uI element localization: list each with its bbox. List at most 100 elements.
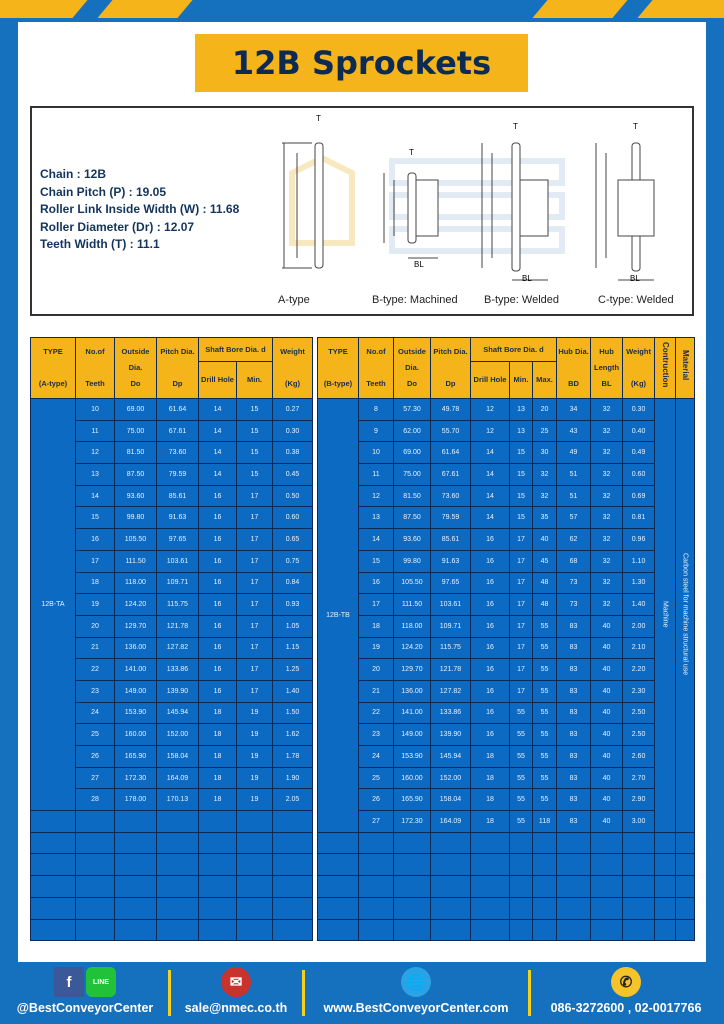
cell-pitch-dia: 145.94 — [430, 745, 471, 768]
table-row: 15 99.80 91.63 16 17 45 68 32 1.10 — [318, 549, 695, 573]
cell-teeth: 20 — [358, 658, 394, 681]
cell-min-bore: 55 — [509, 810, 533, 833]
empty-cell — [675, 853, 696, 877]
empty-cell — [156, 875, 199, 898]
table-row: 22 141.00 133.86 16 55 55 83 40 2.50 — [318, 701, 695, 725]
cell-hub-dia: 73 — [556, 593, 592, 616]
cell-max-bore: 55 — [531, 658, 558, 681]
cell-max-bore: 40 — [531, 528, 558, 551]
construction-cell: Machine — [654, 398, 677, 833]
footer-website[interactable]: 🌐 www.BestConveyorCenter.com — [310, 962, 522, 1015]
empty-cell — [30, 810, 76, 833]
cell-outside-dia: 118.00 — [114, 571, 157, 595]
cell-hub-length: 32 — [590, 593, 624, 616]
footer-email[interactable]: ✉ sale@nmec.co.th — [176, 962, 296, 1015]
facebook-icon[interactable]: f — [54, 967, 84, 997]
empty-cell — [556, 875, 592, 898]
empty-cell — [156, 853, 199, 877]
header-hub-length: Hub Length BL — [590, 337, 624, 399]
cell-hub-dia: 83 — [556, 614, 592, 638]
empty-cell — [358, 853, 394, 877]
empty-cell — [590, 875, 624, 898]
cell-hub-length: 32 — [590, 571, 624, 595]
empty-cell — [75, 853, 115, 877]
cell-weight: 1.78 — [272, 745, 313, 768]
cell-hub-dia: 83 — [556, 636, 592, 660]
empty-row — [317, 875, 696, 898]
cell-weight: 2.90 — [622, 788, 656, 812]
empty-cell — [470, 918, 510, 942]
empty-cell — [358, 896, 394, 920]
b-type-machined-drawing — [383, 172, 439, 259]
table-row: 23 149.00 139.90 16 55 55 83 40 2.50 — [318, 723, 695, 746]
cell-weight: 1.15 — [272, 636, 313, 660]
line-icon[interactable]: LINE — [86, 967, 116, 997]
empty-cell — [590, 831, 624, 855]
cell-hub-length: 32 — [590, 463, 624, 486]
empty-cell — [30, 853, 76, 877]
divider — [168, 970, 171, 1016]
cell-teeth: 24 — [358, 745, 394, 768]
cell-weight: 0.45 — [272, 463, 313, 486]
cell-teeth: 28 — [75, 788, 115, 812]
cell-weight: 0.30 — [272, 419, 313, 443]
empty-cell — [675, 918, 696, 942]
a-type-drawing — [282, 142, 324, 269]
cell-min-bore: 15 — [509, 463, 533, 486]
cell-teeth: 17 — [358, 593, 394, 616]
empty-cell — [114, 918, 157, 942]
social-handle[interactable]: @BestConveyorCenter — [16, 1001, 154, 1015]
empty-cell — [393, 918, 431, 942]
cell-outside-dia: 99.80 — [114, 506, 157, 530]
empty-cell — [30, 896, 76, 920]
cell-drill-hole: 16 — [470, 528, 510, 551]
cell-hub-length: 32 — [590, 419, 624, 443]
spec-roller-diameter: Roller Diameter (Dr) : 12.07 — [40, 219, 195, 234]
cell-teeth: 12 — [358, 484, 394, 508]
empty-cell — [470, 875, 510, 898]
cell-drill-hole: 18 — [198, 766, 237, 790]
cell-teeth: 21 — [358, 679, 394, 703]
cell-hub-dia: 34 — [556, 398, 592, 421]
cell-drill-hole: 18 — [470, 766, 510, 790]
cell-drill-hole: 16 — [470, 593, 510, 616]
cell-drill-hole: 16 — [470, 658, 510, 681]
cell-weight: 1.50 — [272, 701, 313, 725]
cell-drill-hole: 16 — [198, 528, 237, 551]
cell-hub-length: 40 — [590, 723, 624, 746]
empty-cell — [590, 918, 624, 942]
cell-teeth: 10 — [75, 398, 115, 421]
website-link[interactable]: www.BestConveyorCenter.com — [323, 1001, 509, 1015]
cell-min-bore: 19 — [236, 701, 273, 725]
cell-weight: 2.20 — [622, 658, 656, 681]
cell-hub-dia: 62 — [556, 528, 592, 551]
empty-cell — [75, 918, 115, 942]
cell-max-bore: 45 — [531, 549, 558, 573]
cell-weight: 0.40 — [622, 419, 656, 443]
cell-teeth: 26 — [358, 788, 394, 812]
phone-number[interactable]: 086-3272600 , 02-0017766 — [550, 1001, 702, 1015]
cell-drill-hole: 16 — [470, 571, 510, 595]
cell-max-bore: 55 — [531, 723, 558, 746]
footer-social[interactable]: f LINE @BestConveyorCenter — [10, 962, 160, 1015]
dim-label-t: T — [409, 148, 414, 157]
cell-teeth: 19 — [358, 636, 394, 660]
cell-min-bore: 17 — [236, 571, 273, 595]
table-row: 21 136.00 127.82 16 17 55 83 40 2.30 — [318, 679, 695, 703]
cell-pitch-dia: 109.71 — [156, 571, 199, 595]
header-drill-hole: Drill Hole — [470, 361, 510, 399]
cell-hub-dia: 83 — [556, 723, 592, 746]
cell-drill-hole: 14 — [198, 441, 237, 465]
empty-cell — [198, 918, 237, 942]
cell-min-bore: 17 — [236, 679, 273, 703]
cell-hub-dia: 51 — [556, 484, 592, 508]
empty-row — [30, 853, 313, 877]
empty-cell — [114, 896, 157, 920]
table-row: 24 153.90 145.94 18 55 55 83 40 2.60 — [318, 745, 695, 768]
footer-phone[interactable]: ✆ 086-3272600 , 02-0017766 — [536, 962, 716, 1015]
cell-teeth: 15 — [358, 549, 394, 573]
email-link[interactable]: sale@nmec.co.th — [184, 1001, 288, 1015]
cell-max-bore: 48 — [531, 571, 558, 595]
table-row: 17 111.50 103.61 16 17 48 73 32 1.40 — [318, 593, 695, 616]
cell-weight: 1.40 — [272, 679, 313, 703]
